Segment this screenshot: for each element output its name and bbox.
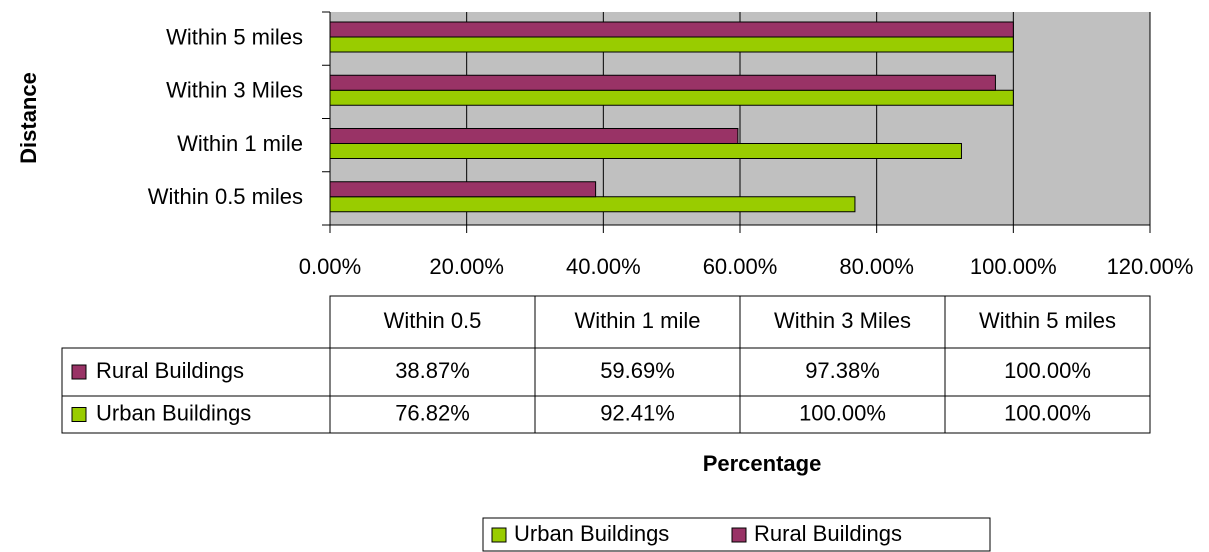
bar bbox=[329, 181, 597, 198]
table-header: Within 3 Miles bbox=[774, 308, 911, 333]
bar bbox=[329, 74, 996, 91]
table-cell: 92.41% bbox=[600, 400, 675, 425]
table-row-label: Rural Buildings bbox=[96, 358, 244, 383]
x-tick-label: 60.00% bbox=[703, 254, 778, 279]
y-tick-label: Within 0.5 miles bbox=[148, 184, 303, 209]
table-cell: 100.00% bbox=[1004, 358, 1091, 383]
legend-label: Urban Buildings bbox=[514, 521, 669, 546]
bar bbox=[329, 21, 1014, 38]
legend-label: Rural Buildings bbox=[754, 521, 902, 546]
bar bbox=[329, 196, 856, 213]
table-cell: 100.00% bbox=[1004, 400, 1091, 425]
table-cell: 59.69% bbox=[600, 358, 675, 383]
y-axis-title: Distance bbox=[16, 72, 41, 164]
x-tick-label: 120.00% bbox=[1107, 254, 1194, 279]
table-cell: 76.82% bbox=[395, 400, 470, 425]
table-cell: 97.38% bbox=[805, 358, 880, 383]
x-tick-label: 20.00% bbox=[429, 254, 504, 279]
bar bbox=[329, 36, 1014, 53]
table-body-box bbox=[61, 347, 1151, 434]
x-tick-label: 100.00% bbox=[970, 254, 1057, 279]
table-swatch bbox=[71, 364, 87, 380]
table-cell: 100.00% bbox=[799, 400, 886, 425]
bar bbox=[329, 89, 1014, 106]
y-tick-label: Within 5 miles bbox=[166, 24, 303, 49]
x-tick-label: 40.00% bbox=[566, 254, 641, 279]
x-axis-title: Percentage bbox=[703, 451, 822, 476]
table-header: Within 1 mile bbox=[575, 308, 701, 333]
table-header: Within 5 miles bbox=[979, 308, 1116, 333]
legend-swatch bbox=[731, 527, 747, 543]
y-tick-label: Within 3 Miles bbox=[166, 78, 303, 103]
table-cell: 38.87% bbox=[395, 358, 470, 383]
table-header: Within 0.5 bbox=[384, 308, 482, 333]
y-tick-label: Within 1 mile bbox=[177, 131, 303, 156]
legend-swatch bbox=[491, 527, 507, 543]
table-row-label: Urban Buildings bbox=[96, 400, 251, 425]
x-tick-label: 80.00% bbox=[839, 254, 914, 279]
x-tick-label: 0.00% bbox=[299, 254, 361, 279]
bar bbox=[329, 128, 739, 144]
table-swatch bbox=[71, 407, 87, 422]
bar bbox=[329, 143, 962, 159]
